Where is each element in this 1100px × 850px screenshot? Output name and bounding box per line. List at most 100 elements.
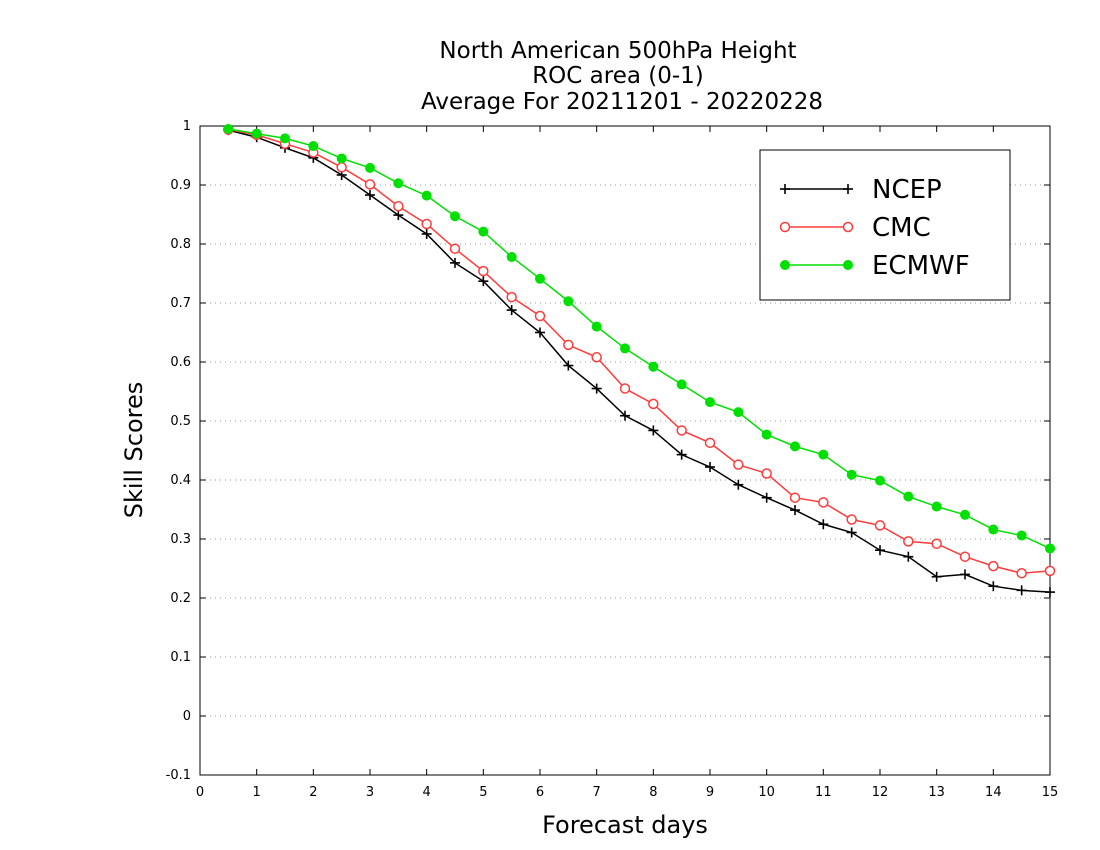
legend-label-ncep: NCEP — [872, 175, 942, 205]
y-tick-label: 0.7 — [170, 296, 191, 311]
x-tick-label: 10 — [758, 785, 775, 800]
y-tick-label: 1 — [183, 119, 191, 134]
series-cmc — [223, 124, 1056, 579]
y-axis-label: Skill Scores — [120, 382, 148, 519]
legend-marker-cmc — [779, 221, 791, 233]
data-point-cmc — [336, 162, 347, 173]
data-point-ncep — [931, 571, 942, 582]
data-point-cmc — [449, 243, 461, 254]
y-tick-label: 0.8 — [170, 237, 191, 252]
chart-title-line-3: Average For 20211201 - 20220228 — [421, 89, 823, 115]
y-tick-label: -0.1 — [166, 768, 191, 783]
data-point-cmc — [619, 383, 631, 394]
data-point-ncep — [960, 569, 970, 580]
data-point-ncep — [875, 545, 885, 556]
y-tick-label: 0.5 — [170, 414, 191, 429]
data-point-ecmwf — [733, 407, 744, 418]
data-point-ncep — [563, 360, 574, 371]
data-point-ecmwf — [903, 491, 914, 502]
data-point-ncep — [1045, 587, 1055, 598]
data-point-cmc — [506, 291, 517, 303]
data-point-ecmwf — [478, 226, 489, 237]
data-point-ecmwf — [393, 178, 404, 189]
legend-box — [759, 149, 1011, 301]
y-tick-label: 0.3 — [170, 532, 191, 547]
legend-entry-ecmwf: ECMWF — [780, 251, 970, 281]
data-point-ecmwf — [308, 141, 319, 152]
x-tick-label: 5 — [479, 785, 487, 800]
data-point-ecmwf — [365, 162, 375, 173]
data-point-cmc — [648, 398, 659, 410]
chart-title-line-2: ROC area (0-1) — [532, 63, 704, 89]
data-point-ecmwf — [790, 441, 800, 452]
x-tick-label: 13 — [928, 785, 945, 800]
data-point-ecmwf — [705, 397, 715, 408]
x-tick-label: 3 — [366, 785, 374, 800]
x-tick-label: 14 — [985, 785, 1002, 800]
data-point-cmc — [959, 551, 971, 562]
data-point-cmc — [393, 200, 404, 212]
series-layer — [223, 123, 1056, 598]
data-point-cmc — [761, 468, 772, 479]
data-point-cmc — [846, 514, 857, 525]
grid-lines — [200, 184, 1050, 717]
x-tick-label: 1 — [253, 785, 261, 800]
legend-label-cmc: CMC — [872, 213, 931, 243]
data-point-cmc — [874, 520, 886, 531]
series-ecmwf — [223, 123, 1055, 554]
data-point-ncep — [790, 505, 800, 516]
legend-marker-ncep — [780, 184, 790, 194]
plot-frame — [199, 125, 1051, 776]
data-point-ecmwf — [988, 524, 999, 535]
data-point-ncep — [988, 581, 999, 592]
chart-title-line-1: North American 500hPa Height — [439, 38, 796, 64]
data-point-ecmwf — [591, 321, 602, 332]
legend-marker-cmc — [842, 221, 854, 233]
data-point-ecmwf — [421, 190, 432, 201]
data-point-ncep — [846, 527, 857, 538]
data-point-ncep — [733, 479, 744, 490]
data-point-ecmwf — [1016, 530, 1027, 541]
data-point-ncep — [535, 327, 545, 338]
data-point-cmc — [903, 536, 914, 547]
data-point-cmc — [421, 218, 432, 230]
legend-marker-ncep — [843, 184, 853, 194]
data-point-ncep — [450, 257, 460, 268]
data-point-cmc — [478, 265, 489, 277]
data-point-cmc — [931, 538, 942, 549]
data-point-cmc — [988, 560, 999, 572]
data-point-cmc — [591, 352, 602, 363]
data-point-ncep — [421, 228, 432, 239]
data-point-cmc — [563, 339, 574, 351]
data-point-cmc — [676, 425, 687, 436]
series-line-ncep — [228, 129, 1051, 593]
x-tick-label: 15 — [1042, 785, 1059, 800]
x-tick-label: 9 — [706, 785, 714, 800]
data-point-ecmwf — [535, 273, 545, 284]
x-tick-label: 7 — [593, 785, 601, 800]
data-point-ecmwf — [846, 469, 857, 480]
data-point-cmc — [789, 492, 801, 503]
y-tick-label: 0.4 — [170, 473, 191, 488]
x-tick-label: 8 — [649, 785, 657, 800]
axis-ticks: -0.100.10.20.30.40.50.60.70.80.910 1 2 3 4 5 6… — [166, 119, 1059, 800]
x-tick-label: 12 — [872, 785, 889, 800]
data-point-ecmwf — [761, 429, 772, 440]
x-tick-label: 2 — [309, 785, 317, 800]
data-point-ecmwf — [251, 128, 262, 139]
y-tick-label: 0.6 — [170, 355, 191, 370]
y-tick-label: 0.9 — [170, 178, 191, 193]
legend-entries: NCEP CMC ECMWF — [779, 175, 970, 281]
data-point-ecmwf — [648, 361, 659, 372]
data-point-ncep — [761, 492, 772, 503]
data-point-ecmwf — [506, 251, 517, 262]
data-point-ncep — [648, 425, 659, 436]
data-point-cmc — [1044, 565, 1056, 577]
data-point-ecmwf — [336, 153, 347, 164]
data-point-cmc — [1016, 567, 1027, 579]
series-ncep — [223, 125, 1055, 598]
x-tick-label: 4 — [423, 785, 431, 800]
data-point-ncep — [818, 519, 829, 530]
data-point-ncep — [393, 210, 404, 221]
